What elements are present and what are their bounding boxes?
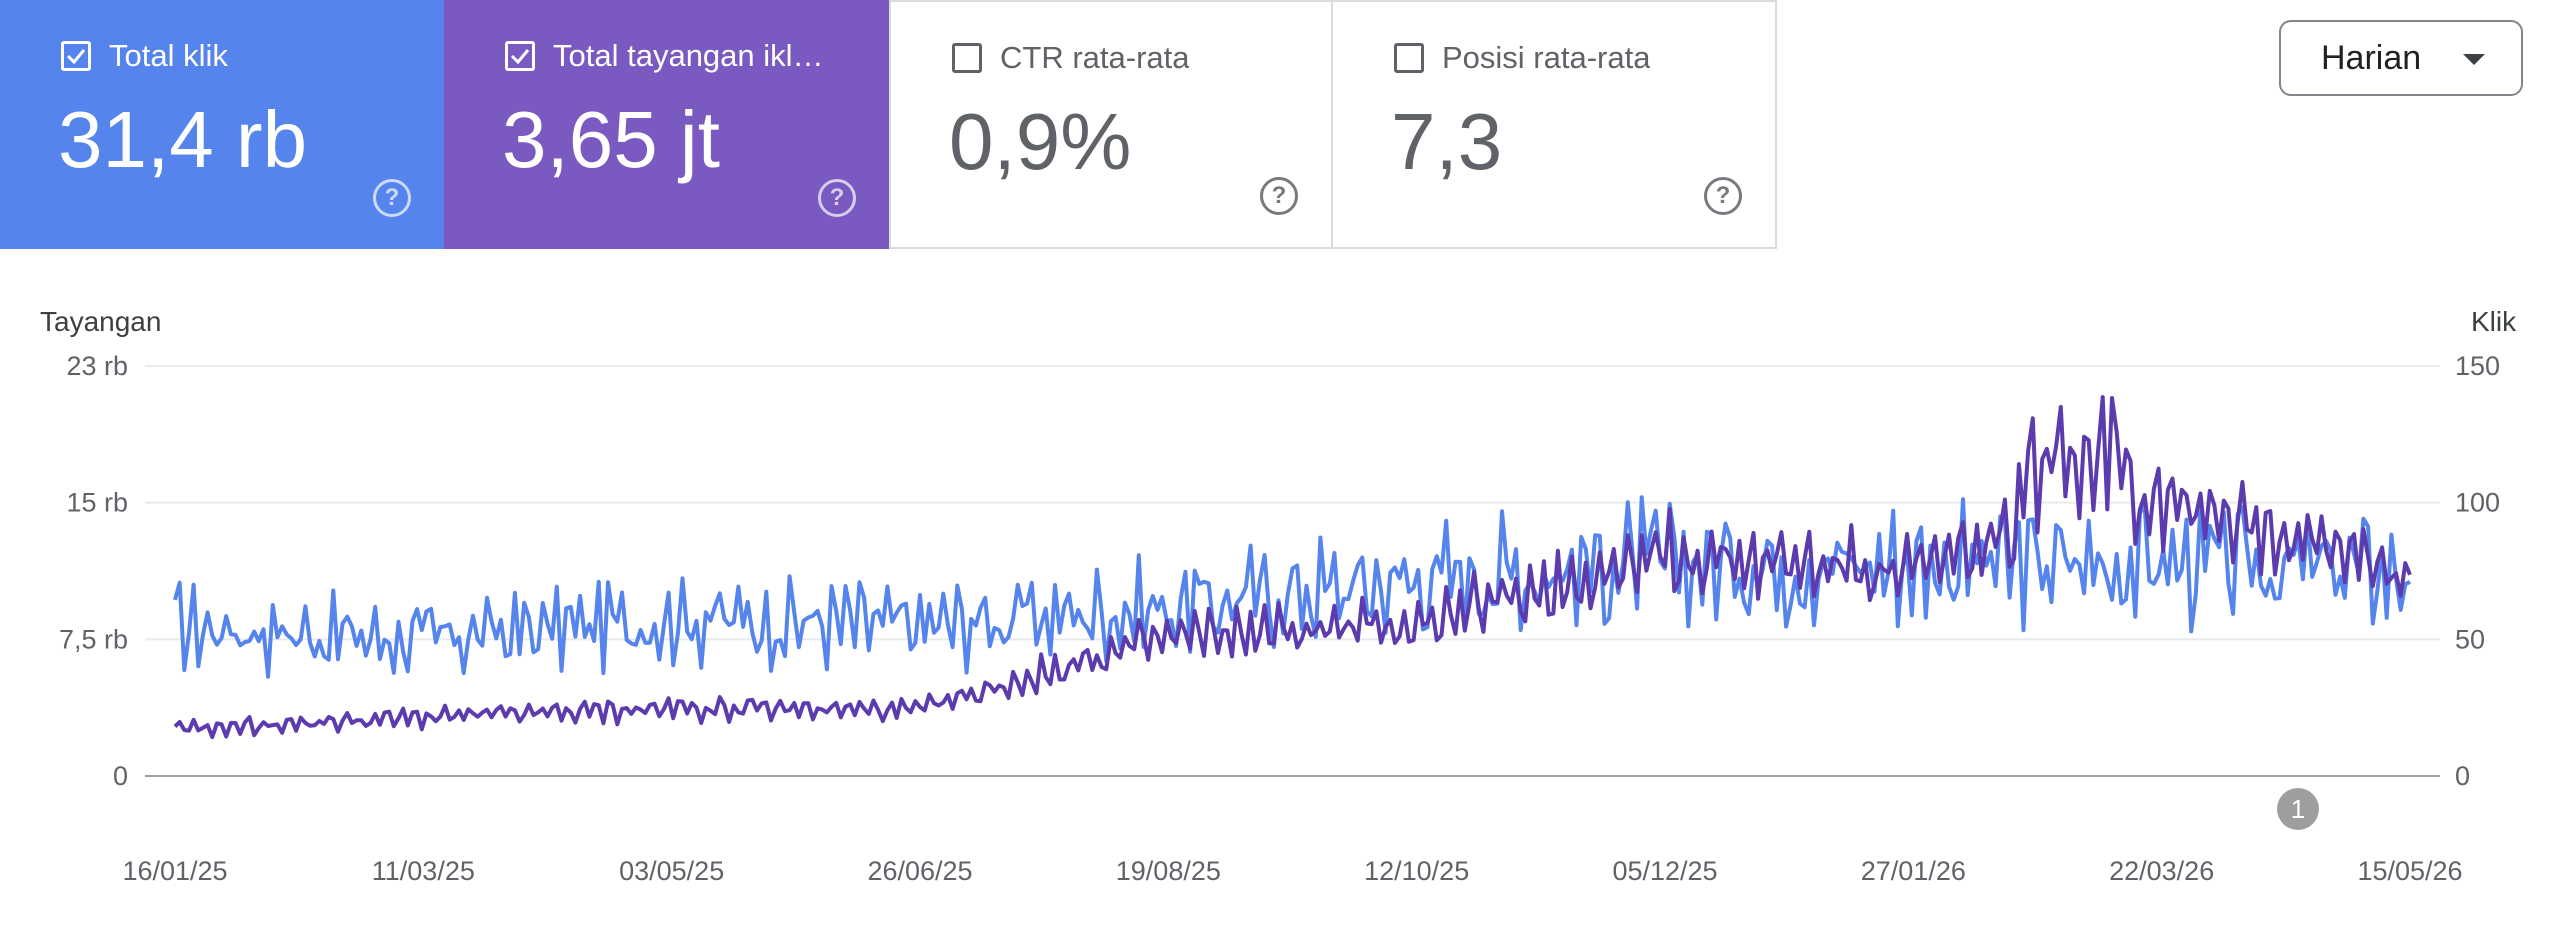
left-axis-title: Tayangan [40, 306, 162, 337]
metric-value: 0,9% [949, 97, 1132, 186]
metric-card-total-impressions[interactable]: Total tayangan ikl… 3,65 jt ? [444, 0, 889, 249]
help-icon[interactable]: ? [1260, 177, 1298, 215]
impressions-line [173, 395, 2412, 740]
left-axis-tick: 0 [113, 761, 128, 791]
checkbox-unchecked-icon[interactable] [952, 43, 982, 73]
x-axis-tick: 27/01/26 [1861, 856, 1966, 886]
x-axis-tick: 19/08/25 [1116, 856, 1221, 886]
annotation-marker[interactable] [2277, 788, 2319, 830]
metric-card-average-position[interactable]: Posisi rata-rata 7,3 ? [1333, 0, 1777, 249]
metric-cards: Total klik 31,4 rb ? Total tayangan ikl…… [0, 0, 1777, 249]
right-axis-tick: 150 [2455, 351, 2500, 381]
metric-value: 3,65 jt [502, 95, 720, 184]
x-axis-tick: 12/10/25 [1364, 856, 1469, 886]
x-axis-tick: 11/03/25 [372, 856, 475, 886]
checkbox-unchecked-icon[interactable] [1394, 43, 1424, 73]
x-axis-tick: 16/01/25 [122, 856, 227, 886]
right-axis-tick: 100 [2455, 488, 2500, 518]
x-axis-tick: 05/12/25 [1612, 856, 1717, 886]
checkbox-checked-icon[interactable] [61, 41, 91, 71]
metric-value: 7,3 [1391, 97, 1503, 186]
left-axis-tick: 7,5 rb [59, 624, 128, 654]
help-icon[interactable]: ? [373, 179, 411, 217]
annotation-label: 1 [2291, 794, 2305, 824]
x-axis-tick: 26/06/25 [867, 856, 972, 886]
help-icon[interactable]: ? [1704, 177, 1742, 215]
x-axis-tick: 22/03/26 [2109, 856, 2214, 886]
right-axis-tick: 0 [2455, 761, 2470, 791]
right-axis-tick: 50 [2455, 624, 2485, 654]
left-axis-tick: 23 rb [66, 351, 128, 381]
x-axis-tick: 03/05/25 [619, 856, 724, 886]
metric-value: 31,4 rb [58, 95, 308, 184]
dropdown-arrow-icon [2463, 54, 2485, 65]
left-axis-tick: 15 rb [66, 488, 128, 518]
granularity-dropdown[interactable]: Harian [2279, 20, 2523, 96]
help-icon[interactable]: ? [818, 179, 856, 217]
right-axis-title: Klik [2471, 306, 2517, 337]
checkbox-checked-icon[interactable] [505, 41, 535, 71]
granularity-value: Harian [2321, 38, 2422, 77]
x-axis-tick: 15/05/26 [2357, 856, 2462, 886]
clicks-line [173, 495, 2411, 679]
metric-card-total-clicks[interactable]: Total klik 31,4 rb ? [0, 0, 444, 249]
metric-card-average-ctr[interactable]: CTR rata-rata 0,9% ? [889, 0, 1333, 249]
